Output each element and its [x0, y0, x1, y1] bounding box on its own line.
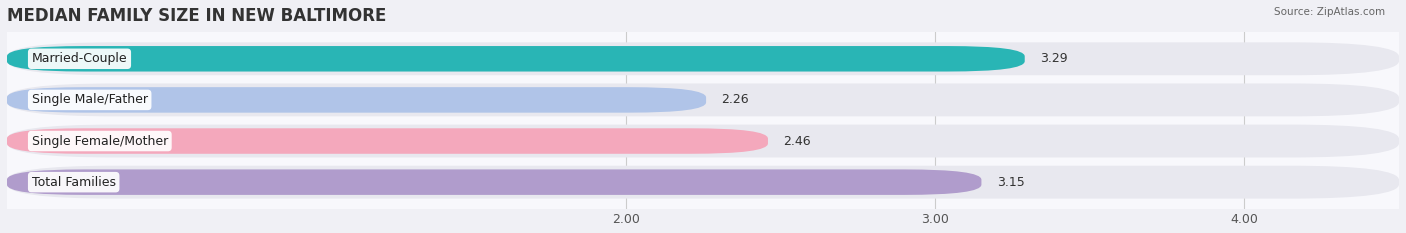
Text: MEDIAN FAMILY SIZE IN NEW BALTIMORE: MEDIAN FAMILY SIZE IN NEW BALTIMORE — [7, 7, 387, 25]
FancyBboxPatch shape — [7, 125, 1399, 158]
Text: Source: ZipAtlas.com: Source: ZipAtlas.com — [1274, 7, 1385, 17]
Text: Single Male/Father: Single Male/Father — [32, 93, 148, 106]
FancyBboxPatch shape — [7, 83, 1399, 116]
Text: Single Female/Mother: Single Female/Mother — [32, 134, 167, 147]
FancyBboxPatch shape — [7, 46, 1025, 72]
Text: Married-Couple: Married-Couple — [32, 52, 128, 65]
FancyBboxPatch shape — [7, 87, 706, 113]
FancyBboxPatch shape — [7, 42, 1399, 75]
Text: Total Families: Total Families — [32, 176, 115, 189]
Text: 2.26: 2.26 — [721, 93, 749, 106]
Text: 2.46: 2.46 — [783, 134, 811, 147]
FancyBboxPatch shape — [7, 128, 768, 154]
Text: 3.15: 3.15 — [997, 176, 1025, 189]
FancyBboxPatch shape — [7, 169, 981, 195]
Text: 3.29: 3.29 — [1040, 52, 1067, 65]
FancyBboxPatch shape — [7, 166, 1399, 199]
